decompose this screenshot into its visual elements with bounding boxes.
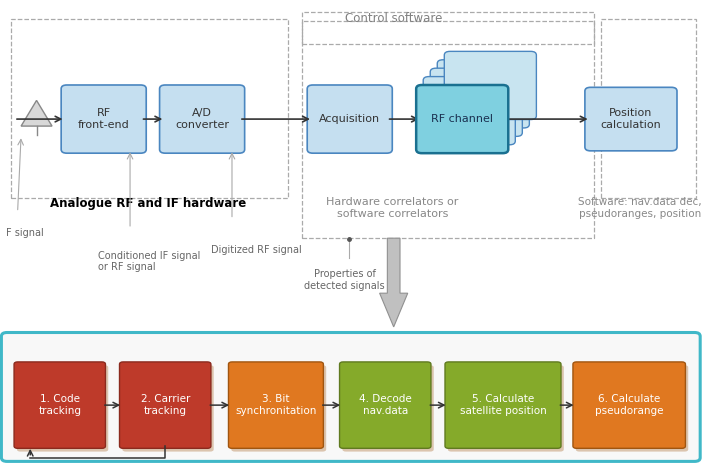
Text: A/D
converter: A/D converter: [175, 108, 229, 130]
Text: Software: nav.data dec,
pseudoranges, position: Software: nav.data dec, pseudoranges, po…: [578, 197, 702, 219]
Text: Hardware correlators or
software correlators: Hardware correlators or software correla…: [326, 197, 458, 219]
FancyBboxPatch shape: [416, 85, 508, 153]
FancyBboxPatch shape: [1, 333, 700, 461]
Text: 5. Calculate
satellite position: 5. Calculate satellite position: [460, 394, 546, 416]
Text: Control software: Control software: [345, 12, 442, 25]
Bar: [302, 21, 594, 238]
Bar: [302, 12, 594, 44]
FancyBboxPatch shape: [430, 68, 522, 136]
FancyBboxPatch shape: [448, 365, 564, 452]
FancyBboxPatch shape: [342, 365, 434, 452]
FancyBboxPatch shape: [437, 60, 529, 128]
FancyBboxPatch shape: [120, 362, 211, 448]
FancyBboxPatch shape: [445, 362, 561, 448]
Text: 2. Carrier
tracking: 2. Carrier tracking: [141, 394, 190, 416]
FancyBboxPatch shape: [573, 362, 685, 448]
FancyBboxPatch shape: [231, 365, 326, 452]
FancyBboxPatch shape: [340, 362, 431, 448]
FancyBboxPatch shape: [444, 51, 536, 120]
FancyBboxPatch shape: [122, 365, 214, 452]
Text: Properties of
detected signals: Properties of detected signals: [304, 269, 385, 291]
Text: 6. Calculate
pseudorange: 6. Calculate pseudorange: [595, 394, 664, 416]
FancyBboxPatch shape: [17, 365, 108, 452]
Polygon shape: [21, 100, 52, 126]
Text: 3. Bit
synchronitation: 3. Bit synchronitation: [236, 394, 316, 416]
Text: 4. Decode
nav.data: 4. Decode nav.data: [359, 394, 412, 416]
Text: Digitized RF signal: Digitized RF signal: [211, 245, 302, 255]
Text: Analogue RF and IF hardware: Analogue RF and IF hardware: [49, 197, 246, 210]
Text: RF
front-end: RF front-end: [78, 108, 129, 130]
Text: Position
calculation: Position calculation: [600, 108, 662, 130]
Text: F signal: F signal: [6, 228, 44, 239]
FancyBboxPatch shape: [228, 362, 323, 448]
FancyBboxPatch shape: [585, 87, 677, 151]
Text: Conditioned IF signal
or RF signal: Conditioned IF signal or RF signal: [98, 251, 201, 272]
Bar: [11, 19, 288, 198]
Text: 1. Code
tracking: 1. Code tracking: [38, 394, 82, 416]
FancyBboxPatch shape: [14, 362, 105, 448]
Polygon shape: [380, 238, 408, 327]
FancyBboxPatch shape: [307, 85, 392, 153]
FancyBboxPatch shape: [160, 85, 245, 153]
FancyBboxPatch shape: [61, 85, 146, 153]
Text: RF channel: RF channel: [431, 114, 494, 124]
Bar: [601, 19, 696, 198]
FancyBboxPatch shape: [423, 77, 515, 145]
FancyBboxPatch shape: [576, 365, 688, 452]
Text: Acquisition: Acquisition: [319, 114, 380, 124]
